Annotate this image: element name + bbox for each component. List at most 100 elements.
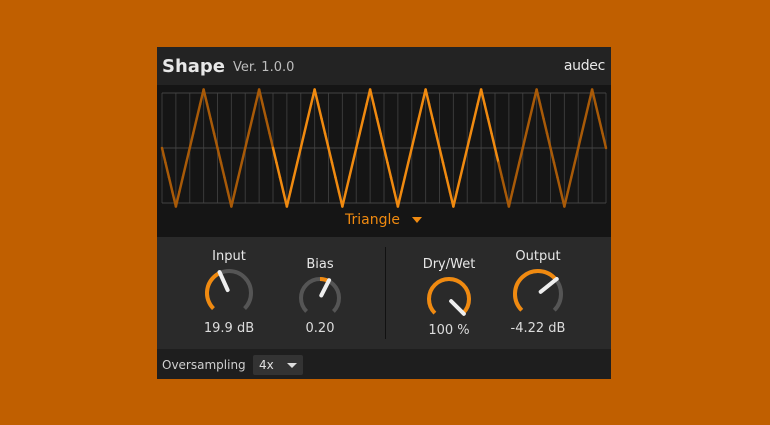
waveform-segment bbox=[361, 102, 368, 120]
waveform-segment bbox=[316, 102, 323, 120]
bias-knob-dial[interactable] bbox=[290, 275, 350, 321]
waveform-segment bbox=[160, 146, 167, 164]
waveform-segment bbox=[167, 176, 174, 194]
waveform-segment bbox=[514, 161, 521, 179]
waveform-segment bbox=[185, 146, 191, 164]
waveform-segment bbox=[469, 117, 476, 135]
waveform-segment bbox=[240, 146, 247, 164]
waveform-segment bbox=[459, 161, 466, 179]
waveform-segment bbox=[403, 161, 410, 179]
divider bbox=[385, 247, 386, 339]
knob-label: Bias bbox=[306, 257, 334, 272]
waveform-segment bbox=[261, 102, 268, 120]
input-knob-dial[interactable] bbox=[199, 267, 259, 321]
version-label: Ver. 1.0.0 bbox=[233, 60, 295, 75]
knob-label: Dry/Wet bbox=[422, 257, 476, 272]
knob-drywet[interactable]: Dry/Wet 100 % bbox=[409, 257, 489, 338]
waveform-segment bbox=[219, 161, 226, 179]
waveform-segment bbox=[351, 146, 358, 164]
shape-dropdown[interactable]: Triangle bbox=[345, 212, 422, 228]
waveform-segment bbox=[355, 132, 361, 150]
waveform-segment bbox=[244, 132, 250, 150]
waveform-segment bbox=[563, 190, 570, 208]
knob-input[interactable]: Input 19.9 dB bbox=[189, 249, 269, 336]
waveform-segment bbox=[434, 132, 441, 150]
waveform-segment bbox=[257, 88, 264, 106]
waveform-segment bbox=[549, 146, 556, 164]
waveform-segment bbox=[455, 176, 462, 194]
waveform-segment bbox=[299, 132, 306, 150]
footer: Oversampling 4x bbox=[157, 349, 611, 379]
waveform-segment bbox=[431, 117, 438, 135]
drywet-knob-dial[interactable] bbox=[419, 275, 479, 323]
waveform-segment bbox=[466, 132, 472, 150]
waveform-segment bbox=[275, 161, 282, 179]
knob-value: 19.9 dB bbox=[203, 321, 255, 336]
waveform-segment bbox=[483, 102, 490, 120]
brand-logo: audec bbox=[563, 58, 605, 74]
waveform-segment bbox=[552, 161, 559, 179]
waveform-segment bbox=[344, 176, 351, 194]
waveform-segment bbox=[441, 161, 448, 179]
oversampling-value: 4x bbox=[259, 358, 274, 372]
waveform-segment bbox=[264, 117, 271, 135]
waveform-segment bbox=[389, 176, 396, 194]
output-knob-dial[interactable] bbox=[508, 267, 568, 321]
knob-value-arc bbox=[427, 277, 471, 315]
waveform-segment bbox=[601, 132, 608, 150]
waveform-segment bbox=[518, 146, 524, 164]
waveform-segment bbox=[327, 146, 334, 164]
waveform-segment bbox=[250, 102, 257, 120]
waveform-segment bbox=[233, 176, 240, 194]
waveform-segment bbox=[292, 161, 299, 179]
waveform-segment bbox=[524, 117, 531, 135]
knob-output[interactable]: Output -4.22 dB bbox=[498, 249, 578, 336]
waveform-segment bbox=[268, 132, 275, 150]
knob-pointer bbox=[449, 299, 466, 316]
chevron-down-icon bbox=[287, 363, 297, 368]
waveform-segment bbox=[302, 117, 309, 135]
waveform-segment bbox=[247, 117, 254, 135]
waveform-segment bbox=[285, 190, 292, 208]
chevron-down-icon bbox=[411, 217, 422, 223]
waveform-segment bbox=[174, 190, 181, 208]
knob-value: 0.20 bbox=[305, 321, 335, 336]
waveform-segment bbox=[566, 176, 573, 194]
waveform-segment bbox=[396, 190, 403, 208]
waveform-segment bbox=[507, 190, 514, 208]
shape-plugin-window: Shape Ver. 1.0.0 audec Triangle Input 19… bbox=[157, 47, 611, 379]
waveform-segment bbox=[202, 88, 209, 106]
waveform-segment bbox=[535, 88, 542, 106]
oversampling-label: Oversampling bbox=[162, 358, 246, 372]
waveform-segment bbox=[330, 161, 337, 179]
waveform-segment bbox=[323, 132, 330, 150]
waveform-segment bbox=[545, 132, 552, 150]
oversampling-dropdown[interactable]: 4x bbox=[253, 355, 303, 375]
waveform-segment bbox=[438, 146, 445, 164]
waveform-segment bbox=[445, 176, 452, 194]
controls-panel: Input 19.9 dB Bias 0.20 Dry/Wet 100 % Ou… bbox=[157, 237, 611, 349]
waveform-segment bbox=[205, 102, 212, 120]
waveform-segment bbox=[164, 161, 171, 179]
waveform-graph bbox=[160, 88, 608, 208]
waveform-segment bbox=[590, 88, 597, 106]
waveform-segment bbox=[188, 132, 195, 150]
waveform-segment bbox=[452, 190, 459, 208]
waveform-display: Triangle bbox=[157, 85, 611, 237]
waveform-segment bbox=[178, 176, 185, 194]
knob-label: Output bbox=[515, 249, 561, 264]
waveform-segment bbox=[375, 117, 382, 135]
waveform-segment bbox=[427, 102, 434, 120]
waveform-segment bbox=[583, 102, 590, 120]
waveform-segment bbox=[472, 102, 479, 120]
shape-dropdown-value: Triangle bbox=[345, 212, 400, 228]
waveform-segment bbox=[497, 161, 504, 179]
waveform-segment bbox=[379, 132, 386, 150]
waveform-segment bbox=[490, 132, 497, 150]
waveform-segment bbox=[348, 161, 355, 179]
knob-value: -4.22 dB bbox=[510, 321, 566, 336]
waveform-segment bbox=[386, 161, 393, 179]
waveform-segment bbox=[542, 117, 549, 135]
waveform-segment bbox=[417, 102, 424, 120]
knob-bias[interactable]: Bias 0.20 bbox=[280, 257, 360, 336]
